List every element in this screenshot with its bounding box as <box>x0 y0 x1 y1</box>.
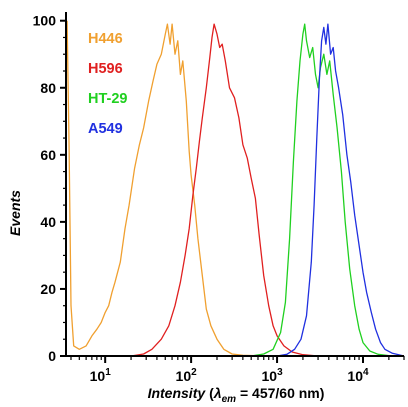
legend: H446 H596 HT-29 A549 <box>88 31 128 137</box>
y-axis-title: Events <box>7 190 23 236</box>
series-lines <box>66 20 405 357</box>
x-tick-label: 104 <box>347 367 369 384</box>
axes <box>65 12 404 357</box>
x-axis-title: Intensity (λem = 457/60 nm) <box>148 385 325 405</box>
x-tick-label: 103 <box>261 367 283 384</box>
legend-entry-h446: H446 <box>88 31 123 47</box>
y-tick-label: 40 <box>40 214 56 230</box>
legend-entry-h596: H596 <box>88 61 123 77</box>
series-line-h446 <box>66 20 404 357</box>
tick-labels: 0 20 40 60 80 100 101 102 103 104 <box>33 13 369 384</box>
series-line-ht-29 <box>66 23 405 357</box>
series-line-a549 <box>66 23 405 357</box>
series-line-h596 <box>66 23 404 357</box>
tick-marks <box>60 19 405 363</box>
y-tick-label: 20 <box>40 281 56 297</box>
x-tick-label: 101 <box>90 367 112 384</box>
y-tick-label: 100 <box>33 13 57 29</box>
y-tick-label: 0 <box>48 348 56 364</box>
y-tick-label: 80 <box>40 80 56 96</box>
legend-entry-a549: A549 <box>88 121 123 137</box>
y-tick-label: 60 <box>40 147 56 163</box>
x-tick-label: 102 <box>176 367 198 384</box>
legend-entry-ht-29: HT-29 <box>88 91 128 107</box>
